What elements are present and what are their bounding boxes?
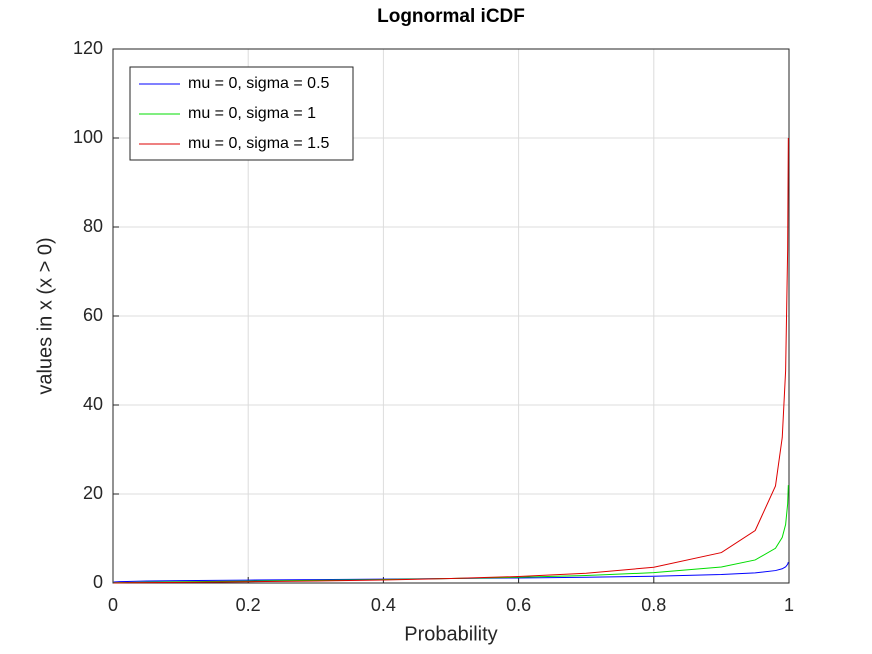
legend-label: mu = 0, sigma = 1.5 xyxy=(188,135,330,152)
y-tick-label: 120 xyxy=(73,38,103,58)
x-axis-label: Probability xyxy=(404,623,497,645)
y-tick-label: 80 xyxy=(83,216,103,236)
data-line xyxy=(113,137,789,584)
y-tick-label: 20 xyxy=(83,483,103,503)
y-tick-label: 100 xyxy=(73,127,103,147)
y-tick-label: 60 xyxy=(83,305,103,325)
legend-label: mu = 0, sigma = 1 xyxy=(188,105,316,122)
data-line xyxy=(113,561,789,583)
x-tick-label: 1 xyxy=(784,595,794,615)
plot-frame xyxy=(112,48,790,584)
x-tick-label: 0.4 xyxy=(371,595,396,615)
x-tick-label: 0.6 xyxy=(506,595,531,615)
data-line xyxy=(113,485,789,584)
y-tick-label: 0 xyxy=(93,572,103,592)
x-tick-label: 0.8 xyxy=(641,595,666,615)
x-tick-label: 0 xyxy=(108,595,118,615)
y-axis-label: values in x (x > 0) xyxy=(34,237,56,394)
y-tick-label: 40 xyxy=(83,394,103,414)
chart-title: Lognormal iCDF xyxy=(377,6,525,27)
legend-label: mu = 0, sigma = 0.5 xyxy=(188,75,330,92)
x-tick-label: 0.2 xyxy=(236,595,261,615)
